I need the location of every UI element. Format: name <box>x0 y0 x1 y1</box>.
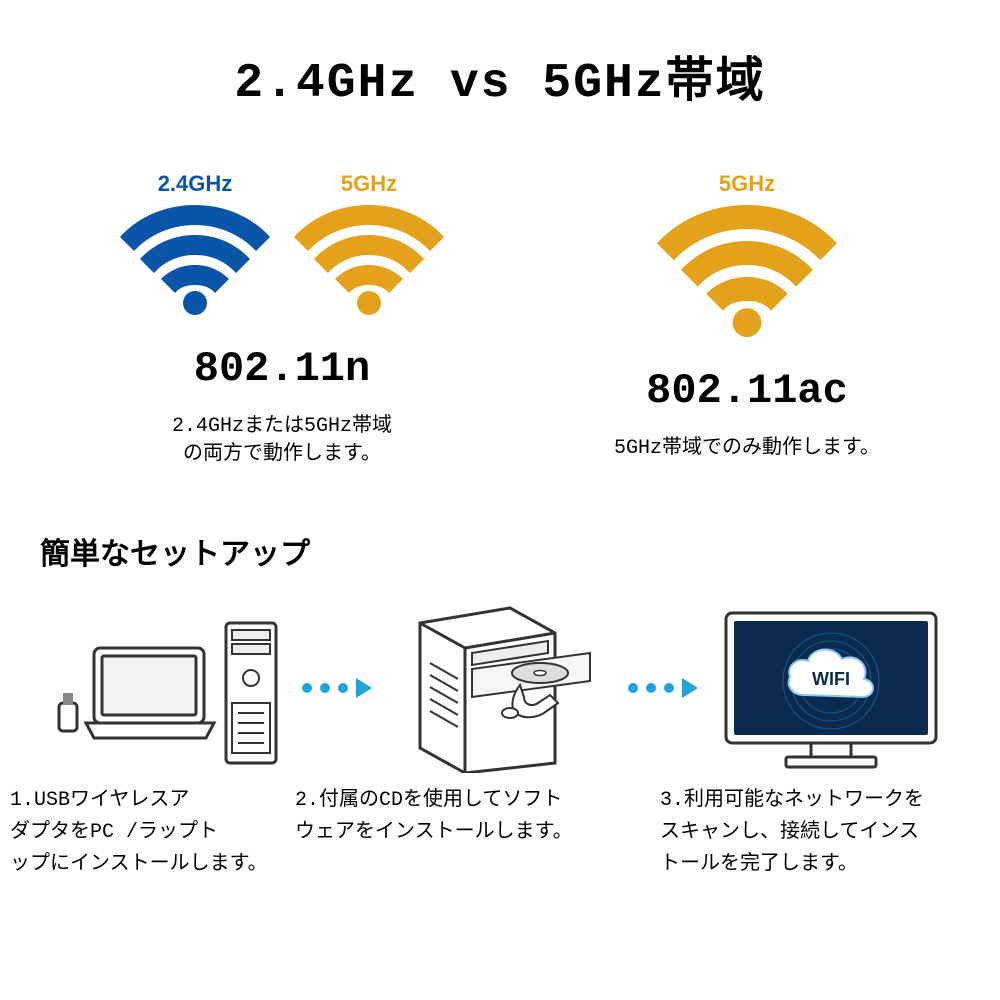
standards-comparison: 2.4GHz 5GHz <box>0 171 1000 469</box>
standard-80211ac: 5GHz 802.11ac 5GHz帯域でのみ動作します。 <box>614 171 880 469</box>
step2-illustration <box>390 603 610 773</box>
standard-name: 802.11ac <box>646 367 848 415</box>
standard-desc: 5GHz帯域でのみ動作します。 <box>614 435 880 463</box>
setup-title: 簡単なセットアップ <box>0 529 1000 573</box>
wifi-icons-80211n: 2.4GHz 5GHz <box>120 171 444 315</box>
wifi-24ghz-col: 2.4GHz <box>120 171 270 315</box>
freq-label-5ghz: 5GHz <box>341 171 397 197</box>
wifi-icon <box>120 205 270 315</box>
freq-label-5ghz-ac: 5GHz <box>719 171 775 197</box>
step1-illustration <box>54 608 284 768</box>
page-title: 2.4GHz vs 5GHz帯域 <box>0 0 1000 111</box>
wifi-icons-80211ac: 5GHz <box>657 171 837 337</box>
step2-caption: 2.付属のCDを使用してソフト ウェアをインストールします。 <box>295 785 660 881</box>
standard-name: 802.11n <box>194 345 370 393</box>
svg-text:WIFI: WIFI <box>812 669 850 689</box>
freq-label-24ghz: 2.4GHz <box>158 171 233 197</box>
standard-80211n: 2.4GHz 5GHz <box>120 171 444 469</box>
page-root: 2.4GHz vs 5GHz帯域 2.4GHz <box>0 0 1000 1000</box>
step3-caption: 3.利用可能なネットワークを スキャンし、接続してインス トールを完了します。 <box>660 785 990 881</box>
arrow-icon <box>628 678 698 698</box>
step1-caption: 1.USBワイヤレスア ダプタをPC /ラップト ップにインストールします。 <box>10 785 295 881</box>
wifi-icon <box>294 205 444 315</box>
wifi-5ghz-col-ac: 5GHz <box>657 171 837 337</box>
standard-desc: 2.4GHzまたは5GHz帯域 の両方で動作します。 <box>172 413 392 469</box>
wifi-5ghz-col: 5GHz <box>294 171 444 315</box>
step-captions: 1.USBワイヤレスア ダプタをPC /ラップト ップにインストールします。 2… <box>0 785 1000 881</box>
step3-illustration: WIFI <box>716 603 946 773</box>
setup-steps: WIFI <box>0 603 1000 773</box>
wifi-icon <box>657 205 837 337</box>
arrow-icon <box>302 678 372 698</box>
